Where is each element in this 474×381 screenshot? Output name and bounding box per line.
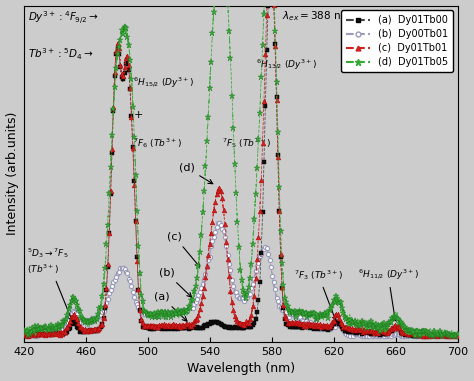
Text: $\lambda_{ex}=388$ nm: $\lambda_{ex}=388$ nm (282, 9, 352, 23)
Text: (c): (c) (167, 232, 200, 267)
Text: $+$: $+$ (133, 109, 143, 120)
Text: $^5D_3\rightarrow{}^7F_5$
$(Tb^{3+})$: $^5D_3\rightarrow{}^7F_5$ $(Tb^{3+})$ (27, 247, 73, 321)
Text: $^6H_{15/2}$ $(Dy^{3+})$: $^6H_{15/2}$ $(Dy^{3+})$ (133, 75, 193, 90)
Text: $^6H_{13/2}$ $(Dy^{3+})$: $^6H_{13/2}$ $(Dy^{3+})$ (256, 58, 318, 72)
Text: $Dy^{3+}:{}^4F_{9/2}\rightarrow$: $Dy^{3+}:{}^4F_{9/2}\rightarrow$ (28, 9, 100, 26)
X-axis label: Wavelength (nm): Wavelength (nm) (187, 362, 295, 375)
Text: $Tb^{3+}:{}^5D_4\rightarrow$: $Tb^{3+}:{}^5D_4\rightarrow$ (28, 46, 94, 62)
Legend: (a)  Dy01Tb00, (b)  Dy00Tb01, (c)  Dy01Tb01, (d)  Dy01Tb05: (a) Dy01Tb00, (b) Dy00Tb01, (c) Dy01Tb01… (341, 10, 453, 72)
Text: (d): (d) (179, 163, 213, 184)
Text: $^6H_{11/2}$ $(Dy^{3+})$: $^6H_{11/2}$ $(Dy^{3+})$ (358, 268, 419, 321)
Text: $^7F_3$ $(Tb^{3+})$: $^7F_3$ $(Tb^{3+})$ (294, 268, 343, 320)
Y-axis label: Intensity (arb.units): Intensity (arb.units) (6, 112, 18, 235)
Text: $^7F_5$ $(Tb^{3+})$: $^7F_5$ $(Tb^{3+})$ (222, 136, 271, 150)
Text: $^7F_6$ $(Tb^{3+})$: $^7F_6$ $(Tb^{3+})$ (133, 136, 182, 150)
Text: (b): (b) (159, 268, 191, 297)
Text: (a): (a) (154, 292, 187, 321)
